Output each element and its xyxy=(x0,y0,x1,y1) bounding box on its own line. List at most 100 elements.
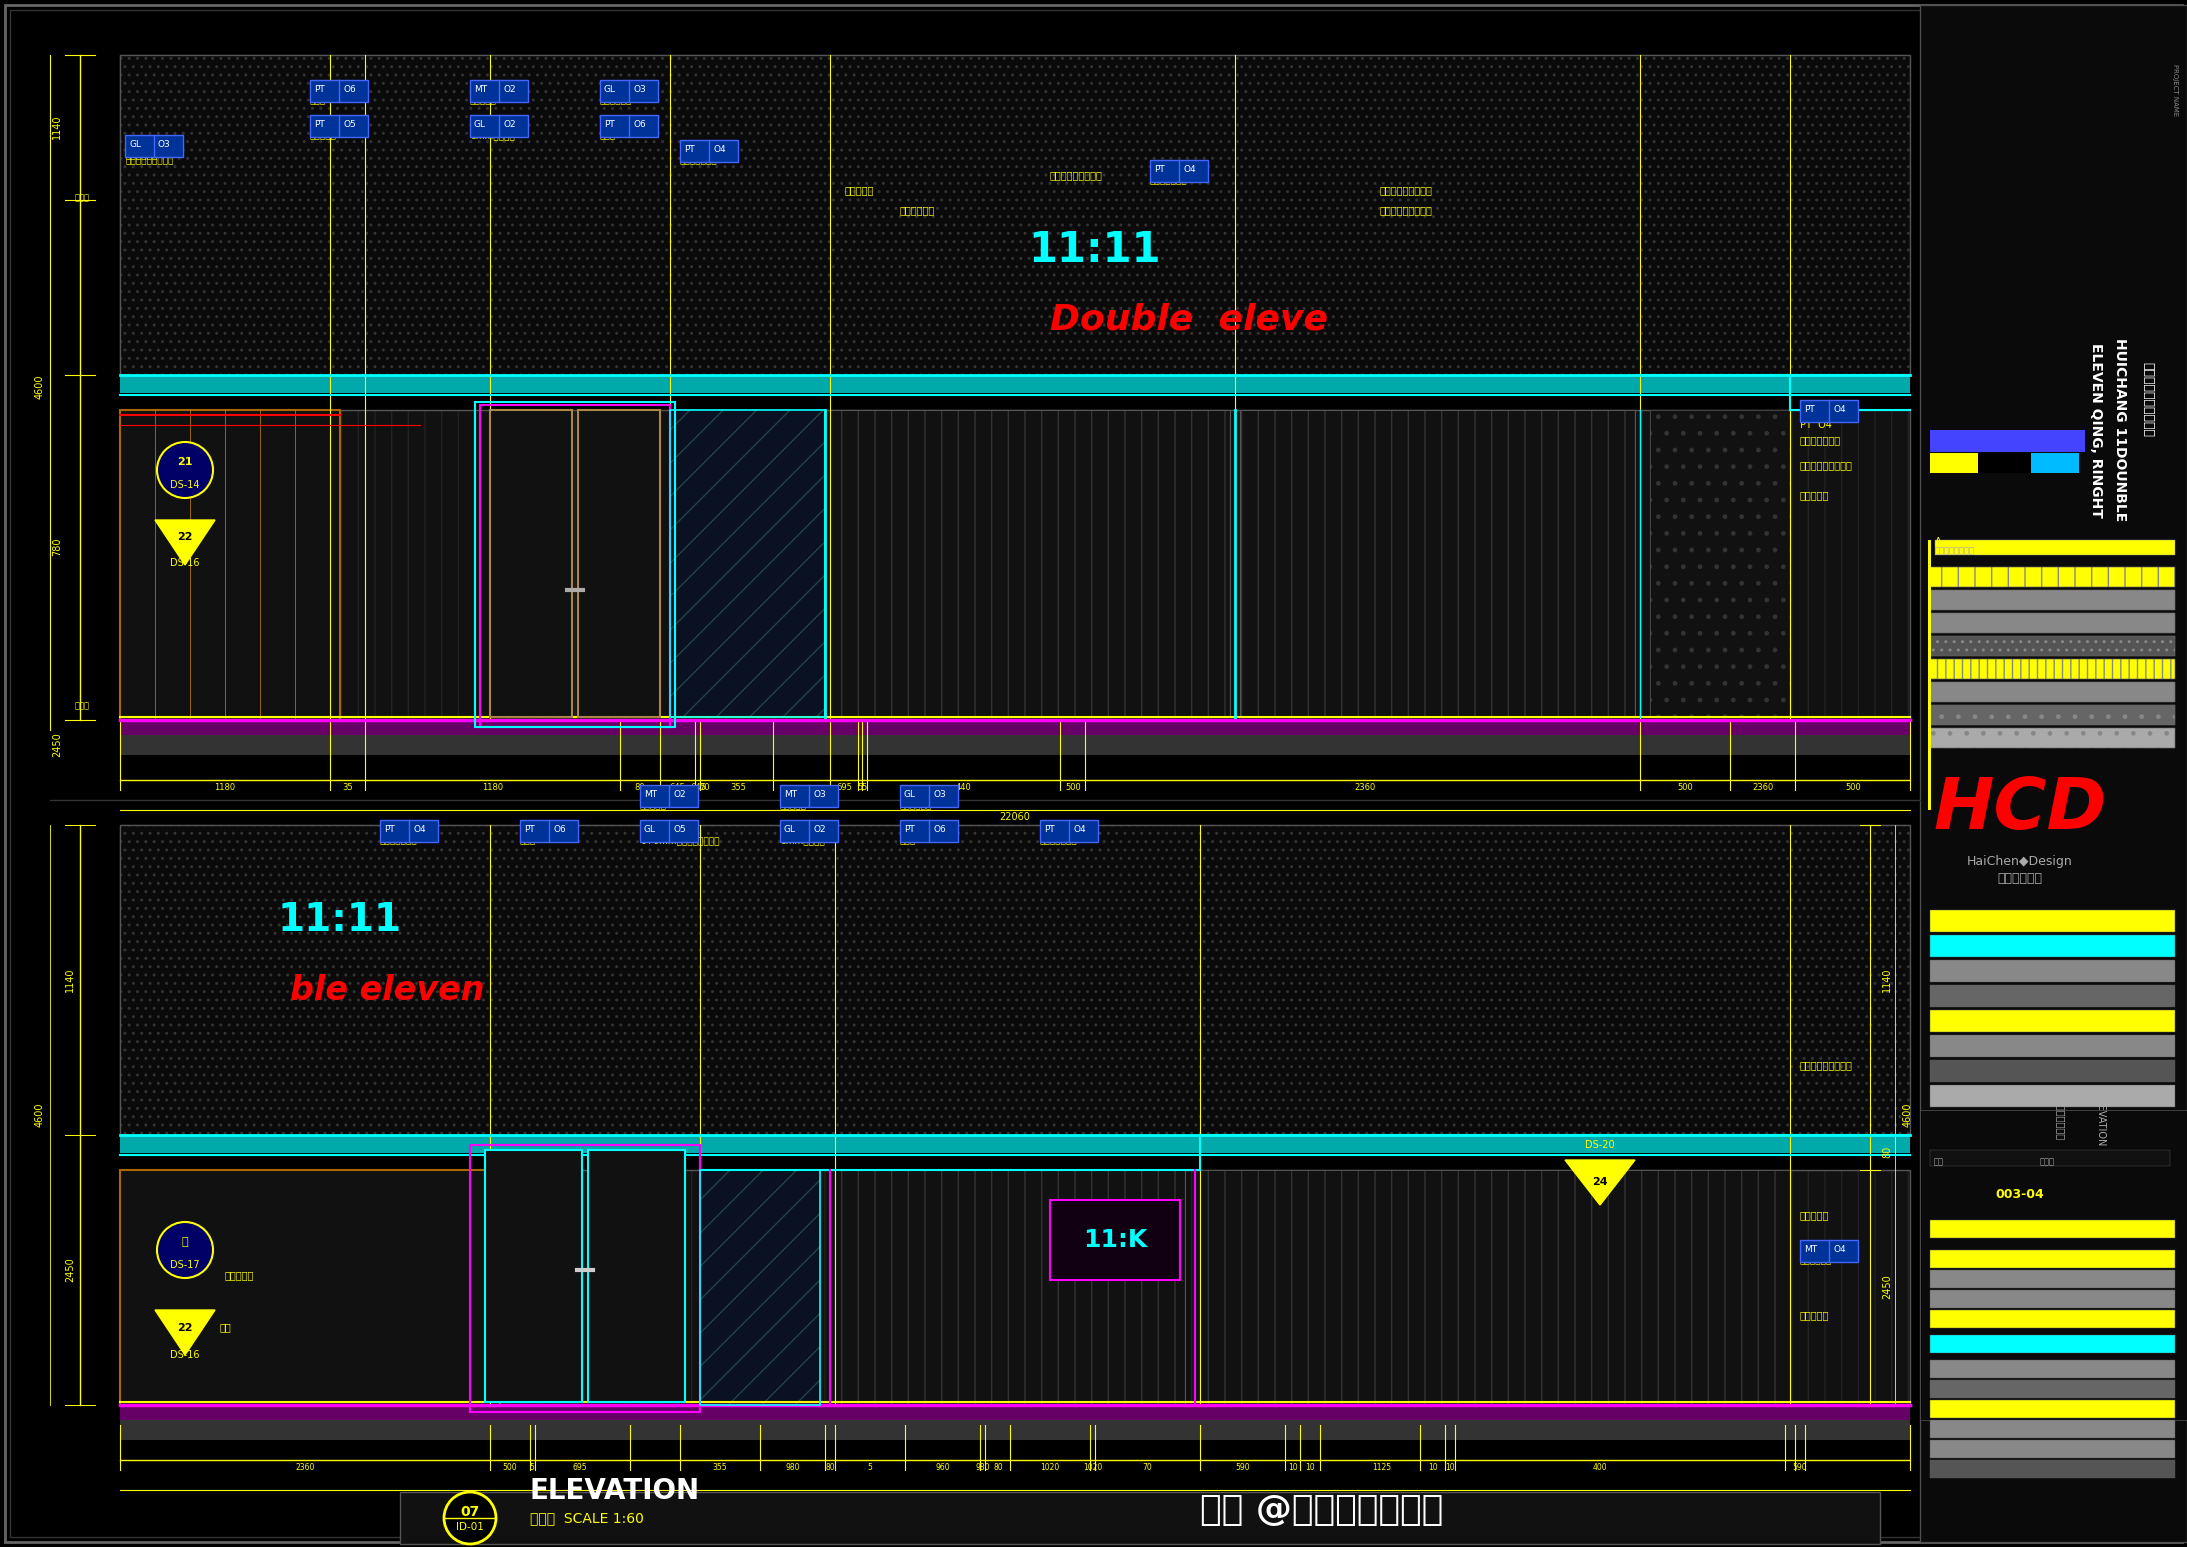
Text: A: A xyxy=(1935,537,1942,548)
Bar xyxy=(1050,1200,1181,1279)
Text: 2360: 2360 xyxy=(1752,783,1774,792)
Circle shape xyxy=(157,442,212,498)
Text: 暗藏紫色光: 暗藏紫色光 xyxy=(1800,1310,1828,1320)
Text: 80: 80 xyxy=(634,783,645,792)
Bar xyxy=(120,1170,1909,1405)
Text: O2: O2 xyxy=(503,85,516,94)
Bar xyxy=(1929,1420,2176,1439)
Text: 960: 960 xyxy=(936,1463,951,1473)
Text: PT  O4: PT O4 xyxy=(1800,419,1833,430)
Bar xyxy=(120,1170,501,1405)
Text: PROJECT NAME: PROJECT NAME xyxy=(2172,63,2178,116)
Bar xyxy=(582,415,656,712)
Text: 装饰: 装饰 xyxy=(1933,1157,1944,1166)
Bar xyxy=(1929,729,2176,749)
Bar xyxy=(1929,682,2176,702)
Text: 头条 @火车头室内设计: 头条 @火车头室内设计 xyxy=(1201,1493,1443,1527)
Polygon shape xyxy=(1566,1160,1636,1205)
Text: 400: 400 xyxy=(1592,1463,1607,1473)
Text: O6: O6 xyxy=(632,121,645,128)
Text: 平顶线: 平顶线 xyxy=(74,193,90,203)
Text: GL: GL xyxy=(783,825,796,834)
Bar xyxy=(1920,5,2187,1542)
Text: 亚克力透光片: 亚克力透光片 xyxy=(125,152,157,159)
Text: 500: 500 xyxy=(1846,783,1861,792)
Text: 10: 10 xyxy=(1428,1463,1437,1473)
Text: 11:11: 11:11 xyxy=(278,900,402,939)
Text: 80: 80 xyxy=(993,1463,1004,1473)
Bar xyxy=(1929,589,2176,610)
Text: ELEVATION: ELEVATION xyxy=(2095,1094,2106,1146)
Bar xyxy=(1984,453,2032,473)
Text: 隐藏蓝色光: 隐藏蓝色光 xyxy=(1800,490,1828,500)
Text: 780: 780 xyxy=(52,538,61,557)
Bar xyxy=(1929,1290,2176,1309)
Bar xyxy=(1929,613,2176,633)
Text: HaiChen◆Design: HaiChen◆Design xyxy=(1966,855,2073,868)
Text: GL: GL xyxy=(903,791,916,798)
Text: DS-20: DS-20 xyxy=(1586,1140,1614,1149)
Bar xyxy=(120,825,1909,1135)
Text: 水泥漆: 水泥漆 xyxy=(521,835,536,845)
Text: MT: MT xyxy=(643,791,656,798)
Text: 2360: 2360 xyxy=(295,1463,315,1473)
Text: O5: O5 xyxy=(674,825,687,834)
Text: 980: 980 xyxy=(785,1463,800,1473)
Bar xyxy=(1041,820,1098,842)
Bar xyxy=(494,415,571,712)
Text: 500: 500 xyxy=(1065,783,1080,792)
Text: 1020: 1020 xyxy=(1083,1463,1102,1473)
Bar xyxy=(1929,705,2176,726)
Bar xyxy=(1929,659,2176,679)
Text: 水泥漆: 水泥漆 xyxy=(311,96,326,105)
Text: DS-16: DS-16 xyxy=(171,558,199,568)
Text: 1020: 1020 xyxy=(1041,1463,1061,1473)
Bar xyxy=(1929,729,2176,749)
Text: 水泥刮纹肌理漆: 水泥刮纹肌理漆 xyxy=(1800,435,1841,446)
Text: 无边发光字（红光）: 无边发光字（红光） xyxy=(1380,206,1432,215)
Text: 铜色不锈钢: 铜色不锈钢 xyxy=(470,96,496,105)
Bar xyxy=(700,1170,820,1405)
Text: 645: 645 xyxy=(669,783,685,792)
Bar xyxy=(486,1149,582,1402)
Text: O2: O2 xyxy=(674,791,687,798)
Text: 海宸室内空间设计: 海宸室内空间设计 xyxy=(1935,546,1975,555)
Bar xyxy=(381,820,437,842)
Bar xyxy=(1920,1111,2187,1420)
Text: 10: 10 xyxy=(1288,1463,1297,1473)
Text: 695: 695 xyxy=(573,1463,588,1473)
Bar xyxy=(120,1170,1909,1405)
Text: 水泥漆: 水泥漆 xyxy=(599,131,617,139)
Text: 隐藏蓝色光: 隐藏蓝色光 xyxy=(844,186,875,195)
Text: 11:K: 11:K xyxy=(1083,1228,1148,1252)
Text: 11:11: 11:11 xyxy=(1028,229,1161,271)
Text: Double  eleve: Double eleve xyxy=(1050,303,1328,337)
Text: 590: 590 xyxy=(1793,1463,1806,1473)
Text: HCD: HCD xyxy=(1933,775,2106,845)
Text: 22: 22 xyxy=(177,1323,192,1334)
Bar xyxy=(1929,636,2176,656)
Bar xyxy=(125,135,184,156)
Text: 500: 500 xyxy=(503,1463,518,1473)
Text: O4: O4 xyxy=(713,145,726,155)
Bar xyxy=(1929,934,2176,958)
Text: HUICHANG 11DOUNBLE: HUICHANG 11DOUNBLE xyxy=(2113,339,2128,521)
Text: 5: 5 xyxy=(868,1463,873,1473)
Text: 水泥刮纹肌理漆: 水泥刮纹肌理漆 xyxy=(381,835,418,845)
Text: GL: GL xyxy=(643,825,656,834)
Bar xyxy=(1929,568,2176,586)
Bar xyxy=(1929,1360,2176,1378)
Bar xyxy=(680,139,737,162)
Text: 8mm钢化清玻: 8mm钢化清玻 xyxy=(470,131,514,139)
Text: 平铺线: 平铺线 xyxy=(74,701,90,710)
Text: O6: O6 xyxy=(934,825,945,834)
Bar xyxy=(1800,401,1859,422)
Text: GL: GL xyxy=(129,139,140,149)
Text: 无边发光字（蓝光）: 无边发光字（蓝光） xyxy=(1380,186,1432,195)
Bar xyxy=(521,820,577,842)
Text: 10: 10 xyxy=(1446,1463,1454,1473)
Text: 1140: 1140 xyxy=(1883,968,1892,992)
Text: MT: MT xyxy=(475,85,488,94)
Text: 海宸室内设计: 海宸室内设计 xyxy=(1997,871,2043,885)
Text: 立面图  SCALE 1:60: 立面图 SCALE 1:60 xyxy=(529,1511,643,1525)
